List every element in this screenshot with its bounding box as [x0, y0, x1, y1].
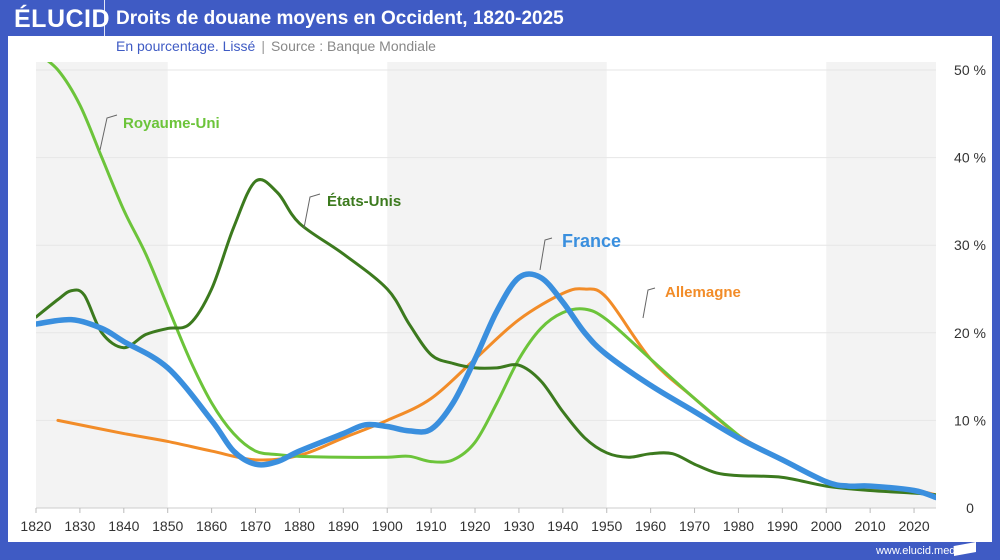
annotation-leader-line: [99, 114, 118, 151]
y-tick-label: 10 %: [954, 412, 986, 428]
y-tick-label: 0: [966, 500, 974, 516]
x-tick-label: 1880: [284, 518, 315, 534]
x-tick-label: 1830: [64, 518, 95, 534]
subtitle-separator: |: [261, 38, 265, 54]
annotation-leader-line: [539, 237, 553, 271]
series-label-royaume-uni: Royaume-Uni: [123, 115, 220, 132]
x-tick-label: 1950: [591, 518, 622, 534]
x-tick-label: 2010: [855, 518, 886, 534]
x-tick-label: 1820: [20, 518, 51, 534]
x-tick-label: 1960: [635, 518, 666, 534]
footer-url[interactable]: www.elucid.media: [875, 545, 964, 557]
x-tick-label: 1920: [459, 518, 490, 534]
y-tick-label: 20 %: [954, 325, 986, 341]
y-tick-label: 50 %: [954, 62, 986, 78]
x-tick-label: 1970: [679, 518, 710, 534]
shaded-band: [36, 62, 168, 508]
x-tick-label: 2000: [811, 518, 842, 534]
x-tick-label: 1840: [108, 518, 139, 534]
x-tick-label: 1900: [372, 518, 403, 534]
x-tick-label: 1930: [503, 518, 534, 534]
x-tick-label: 1860: [196, 518, 227, 534]
series-line-france: [36, 271, 936, 501]
x-tick-label: 2020: [898, 518, 929, 534]
annotation-leader-line: [303, 193, 321, 229]
x-tick-label: 1980: [723, 518, 754, 534]
series-line-royaume-uni: [47, 62, 740, 464]
elucid-flag-icon: [954, 542, 976, 556]
chart-title: Droits de douane moyens en Occident, 182…: [116, 8, 564, 29]
x-tick-label: 1910: [416, 518, 447, 534]
elucid-logo: ÉLUCID: [14, 5, 111, 33]
series-line-etats-unis: [36, 178, 936, 497]
x-tick-label: 1850: [152, 518, 183, 534]
chart-subtitle: En pourcentage. Lissé | Source : Banque Mo…: [116, 38, 436, 54]
series-label-france: France: [562, 231, 621, 251]
x-tick-label: 1940: [547, 518, 578, 534]
y-tick-label: 40 %: [954, 150, 986, 166]
y-tick-label: 30 %: [954, 237, 986, 253]
header-divider: [104, 0, 105, 60]
shaded-band: [387, 62, 607, 508]
x-tick-label: 1890: [328, 518, 359, 534]
x-tick-label: 1870: [240, 518, 271, 534]
series-label-etats-unis: États-Unis: [327, 193, 401, 210]
unit-note: En pourcentage. Lissé: [116, 38, 256, 54]
source-note: Source : Banque Mondiale: [270, 38, 436, 54]
x-tick-label: 1990: [767, 518, 798, 534]
series-label-allemagne: Allemagne: [665, 284, 741, 301]
shaded-band: [826, 62, 936, 508]
annotation-leader-line: [642, 287, 656, 319]
